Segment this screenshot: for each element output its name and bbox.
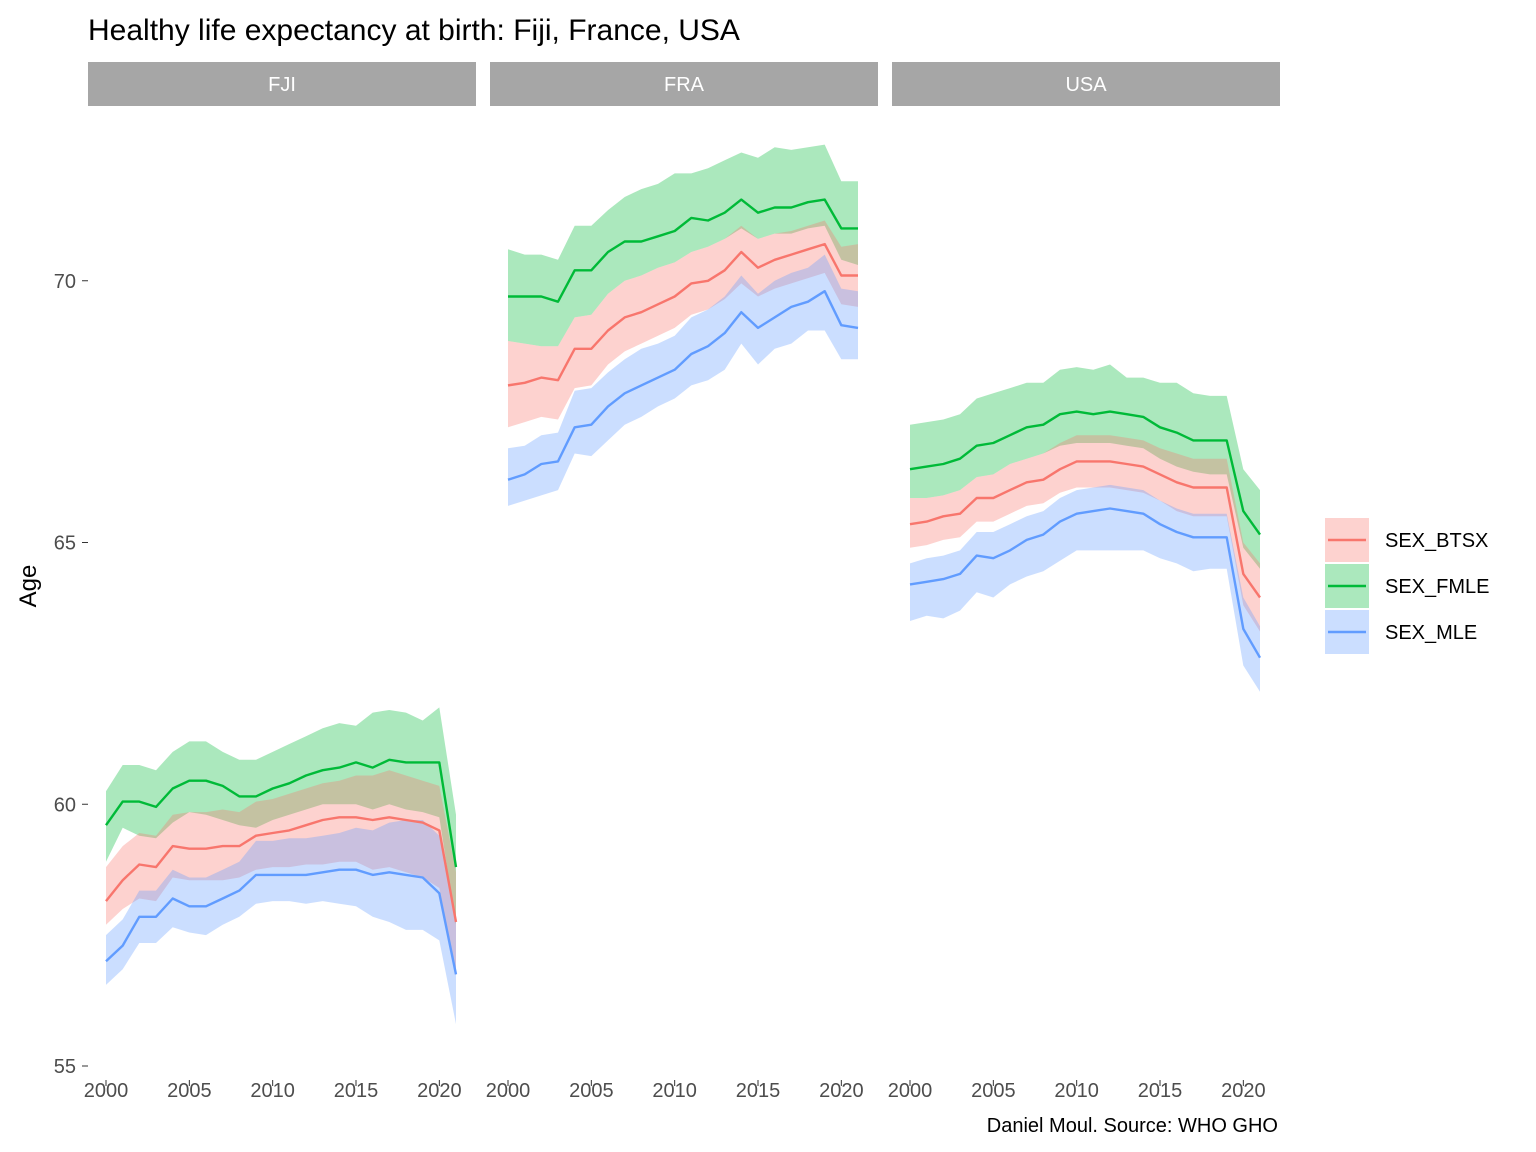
ribbon-sex-btsx: [508, 220, 858, 428]
line-sex-btsx: [105, 816, 458, 923]
y-axis: 55 60 65 70: [54, 271, 88, 1078]
legend-item-sex-mle: SEX_MLE: [1325, 610, 1477, 654]
y-axis-title: Age: [15, 565, 42, 608]
line-sex-mle: [105, 868, 458, 975]
chart-title: Healthy life expectancy at birth: Fiji, …: [88, 14, 740, 47]
facet-strip: [88, 62, 476, 106]
line-sex-fmle: [909, 410, 1261, 536]
x-tick-label: 2000: [84, 1080, 129, 1102]
ribbon-sex-fmle: [106, 707, 456, 925]
x-tick-label: 2010: [250, 1080, 295, 1102]
ribbon-sex-mle: [508, 254, 858, 506]
x-tick-label: 2005: [569, 1080, 614, 1102]
lines: [105, 758, 458, 975]
ribbon-sex-fmle: [910, 364, 1260, 569]
facet-panel-fra: FRA 2000 2005 2010 2015 2020: [486, 62, 878, 1102]
line-sex-btsx: [909, 460, 1261, 599]
facet-strip: [892, 62, 1280, 106]
x-tick-label: 2015: [1138, 1080, 1183, 1102]
x-tick-label: 2020: [1221, 1080, 1266, 1102]
facet-strip-label: USA: [1065, 74, 1107, 96]
legend-label: SEX_MLE: [1385, 622, 1477, 644]
line-sex-mle: [909, 507, 1262, 659]
x-tick-label: 2015: [736, 1080, 781, 1102]
facet-panel-fji: FJI 2000 2005 2010 2015 2020: [84, 62, 476, 1102]
caption: Daniel Moul. Source: WHO GHO: [987, 1115, 1278, 1137]
facet-strip: [490, 62, 878, 106]
x-tick-label: 2010: [652, 1080, 697, 1102]
facet-strip-label: FJI: [268, 74, 296, 96]
facet-strip-label: FRA: [664, 74, 705, 96]
line-sex-mle: [507, 290, 859, 481]
x-tick-label: 2010: [1054, 1080, 1099, 1102]
ribbon-sex-fmle: [508, 144, 858, 347]
x-axis: 2000 2005 2010 2015 2020: [84, 1080, 462, 1102]
x-tick-label: 2000: [486, 1080, 531, 1102]
y-tick-label: 55: [54, 1056, 76, 1078]
x-axis: 2000 2005 2010 2015 2020: [888, 1080, 1266, 1102]
legend-item-sex-fmle: SEX_FMLE: [1325, 564, 1489, 608]
legend-label: SEX_BTSX: [1385, 530, 1488, 552]
line-sex-btsx: [507, 242, 858, 387]
x-tick-label: 2015: [334, 1080, 379, 1102]
ribbons: [910, 364, 1260, 692]
ribbon-sex-btsx: [910, 435, 1260, 632]
x-tick-label: 2005: [971, 1080, 1016, 1102]
x-tick-label: 2000: [888, 1080, 933, 1102]
legend-item-sex-btsx: SEX_BTSX: [1325, 518, 1488, 562]
facet-panel-usa: USA 2000 2005 2010 2015 2020: [888, 62, 1280, 1102]
line-sex-fmle: [508, 198, 858, 303]
ribbons: [106, 707, 456, 1025]
x-axis: 2000 2005 2010 2015 2020: [486, 1080, 864, 1102]
lines: [507, 198, 859, 481]
line-sex-fmle: [105, 758, 458, 868]
y-tick-label: 70: [54, 271, 76, 293]
legend-label: SEX_FMLE: [1385, 576, 1489, 598]
ribbons: [508, 144, 858, 506]
x-tick-label: 2020: [417, 1080, 462, 1102]
y-tick-label: 65: [54, 533, 76, 555]
x-tick-label: 2005: [167, 1080, 212, 1102]
lines: [909, 410, 1262, 659]
ribbon-sex-mle: [106, 820, 456, 1025]
ribbon-sex-btsx: [106, 770, 456, 972]
legend: SEX_BTSX SEX_FMLE SEX_MLE: [1325, 518, 1489, 654]
ribbon-sex-mle: [910, 484, 1260, 692]
y-tick-label: 60: [54, 794, 76, 816]
x-tick-label: 2020: [819, 1080, 864, 1102]
